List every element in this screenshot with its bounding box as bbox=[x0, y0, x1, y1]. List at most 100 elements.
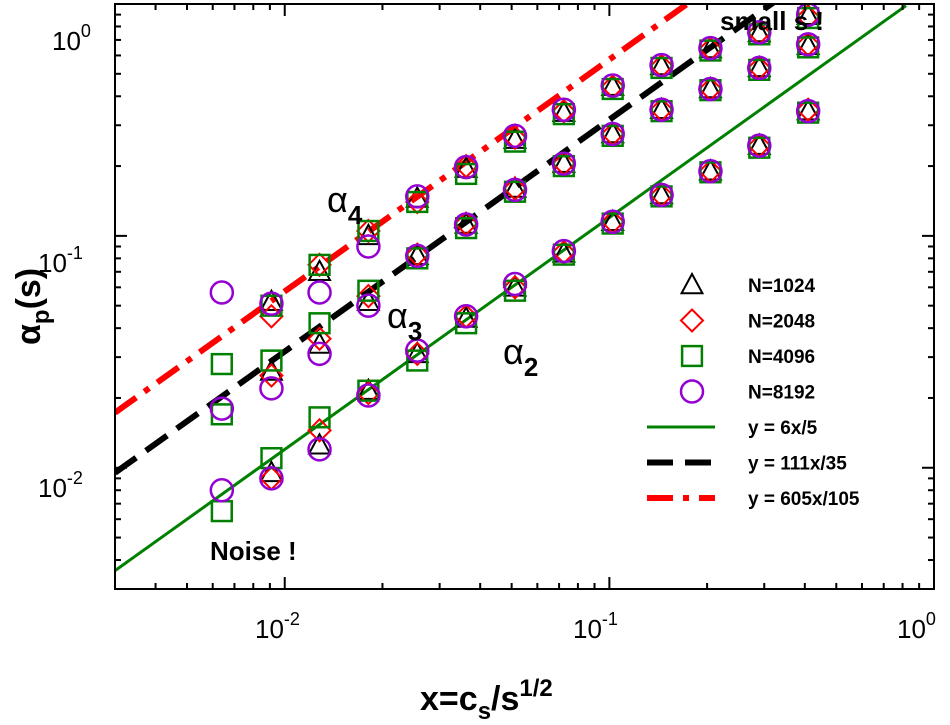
data-point-triangle bbox=[747, 132, 772, 155]
data-point-circle bbox=[356, 234, 381, 259]
legend-marker-triangle bbox=[679, 271, 705, 295]
data-point-diamond bbox=[307, 326, 332, 352]
data-point-circle bbox=[259, 291, 284, 316]
data-point-circle bbox=[453, 304, 479, 329]
data-point-square bbox=[260, 349, 283, 372]
data-point-diamond bbox=[502, 176, 528, 201]
data-point-square bbox=[210, 403, 233, 426]
alpha4-label: α4 bbox=[327, 179, 363, 230]
data-point-square bbox=[210, 352, 233, 376]
data-point-circle bbox=[502, 123, 528, 149]
data-point-square bbox=[357, 219, 380, 243]
fit-line-dashed bbox=[115, 4, 776, 476]
data-point-circle bbox=[600, 121, 625, 147]
alpha3-label: α3 bbox=[387, 295, 422, 346]
x-tick-label: 10-1 bbox=[573, 609, 618, 644]
data-point-triangle bbox=[600, 208, 625, 232]
data-point-circle bbox=[356, 293, 381, 318]
data-point-diamond bbox=[355, 283, 381, 309]
x-tick-label: 100 bbox=[897, 609, 936, 644]
data-points bbox=[209, 4, 821, 523]
data-point-triangle bbox=[551, 150, 576, 173]
data-point-circle bbox=[747, 133, 772, 158]
y-tick-labels: 100 10-1 10-2 bbox=[38, 21, 91, 503]
y-axis-title: αp(s) bbox=[10, 268, 55, 345]
data-point-circle bbox=[747, 55, 772, 81]
data-point-square bbox=[357, 279, 380, 302]
legend-marker-diamond bbox=[679, 308, 705, 333]
data-point-circle bbox=[209, 396, 235, 421]
data-point-triangle bbox=[747, 54, 772, 78]
legend-label: y = 6x/5 bbox=[748, 418, 818, 439]
data-point-circle bbox=[551, 97, 577, 122]
small-s-annotation: small s ! bbox=[720, 6, 824, 36]
data-point-circle bbox=[259, 376, 284, 401]
data-point-circle bbox=[307, 437, 332, 462]
data-point-circle bbox=[551, 238, 577, 264]
legend-label: y = 605x/105 bbox=[748, 489, 860, 510]
data-point-circle bbox=[698, 158, 723, 184]
plot-frame bbox=[114, 3, 935, 590]
alpha2-label: α2 bbox=[503, 331, 538, 382]
legend-marker-circle bbox=[679, 379, 705, 404]
data-point-circle bbox=[405, 338, 430, 363]
data-point-triangle bbox=[356, 222, 381, 246]
axis-ticks bbox=[114, 3, 935, 590]
data-point-circle bbox=[795, 32, 821, 57]
data-point-square bbox=[210, 499, 233, 523]
fit-lines bbox=[115, 4, 907, 572]
data-point-circle bbox=[649, 97, 674, 122]
data-point-triangle bbox=[698, 35, 723, 59]
data-point-circle bbox=[502, 177, 528, 203]
data-point-triangle bbox=[453, 211, 479, 234]
x-axis-title: x=cs/s1/2 bbox=[420, 675, 553, 725]
legend-label: N=8192 bbox=[748, 383, 815, 404]
legend-label: N=2048 bbox=[748, 312, 815, 333]
data-point-square bbox=[308, 312, 331, 335]
data-point-diamond bbox=[502, 274, 528, 300]
data-point-circle bbox=[600, 209, 625, 235]
data-point-circle bbox=[405, 243, 430, 269]
data-point-circle bbox=[307, 341, 332, 367]
data-point-triangle bbox=[259, 288, 284, 311]
noise-annotation: Noise ! bbox=[210, 536, 297, 566]
data-point-square bbox=[308, 253, 331, 276]
data-point-triangle bbox=[796, 4, 821, 25]
x-tick-labels: 10-2 10-1 100 bbox=[255, 609, 936, 644]
data-point-diamond bbox=[502, 125, 528, 151]
data-point-square bbox=[406, 349, 429, 372]
x-tick-label: 10-2 bbox=[255, 609, 300, 644]
data-point-triangle bbox=[356, 377, 381, 400]
data-point-circle bbox=[209, 280, 235, 305]
data-point-square bbox=[308, 406, 331, 429]
data-point-circle bbox=[600, 73, 625, 98]
data-point-circle bbox=[649, 52, 674, 78]
data-point-diamond bbox=[551, 98, 577, 124]
fit-line-dashdot bbox=[115, 4, 693, 416]
data-point-diamond bbox=[259, 363, 284, 388]
data-point-circle bbox=[795, 98, 821, 124]
data-point-circle bbox=[453, 212, 479, 237]
data-point-circle bbox=[259, 466, 284, 491]
y-tick-label: 10-2 bbox=[38, 468, 83, 503]
data-point-circle bbox=[356, 383, 381, 408]
data-point-triangle bbox=[502, 175, 528, 198]
data-point-triangle bbox=[405, 242, 430, 266]
data-point-circle bbox=[502, 271, 528, 297]
data-point-circle bbox=[209, 477, 235, 503]
data-point-circle bbox=[551, 151, 577, 176]
data-point-circle bbox=[453, 154, 479, 180]
legend-label: N=1024 bbox=[748, 276, 816, 297]
data-point-triangle bbox=[698, 158, 723, 181]
data-point-triangle bbox=[600, 120, 625, 144]
legend: N=1024 N=2048 N=4096 N=8192 y = 6x/5 y = 111x… bbox=[647, 271, 860, 510]
y-tick-label: 100 bbox=[52, 21, 91, 56]
data-point-circle bbox=[698, 35, 723, 61]
data-point-triangle bbox=[600, 73, 625, 96]
legend-label: N=4096 bbox=[748, 347, 815, 368]
data-point-diamond bbox=[355, 380, 381, 406]
data-point-circle bbox=[405, 184, 430, 209]
fit-line-solid bbox=[115, 4, 907, 572]
legend-label: y = 111x/35 bbox=[748, 454, 847, 475]
